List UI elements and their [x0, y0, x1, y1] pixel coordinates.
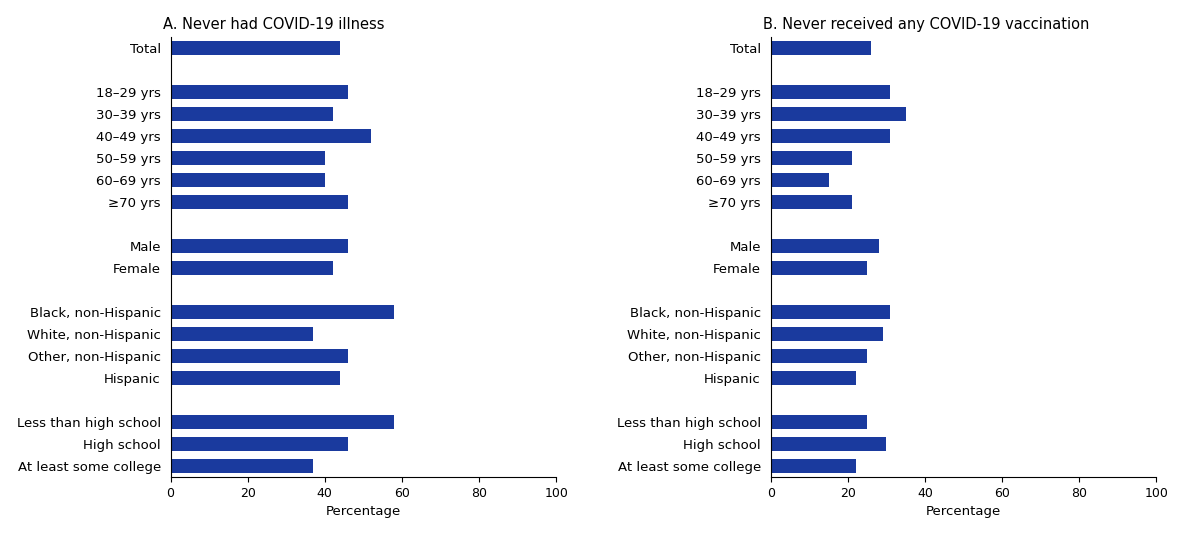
Bar	[770, 151, 852, 165]
Bar	[770, 173, 828, 187]
Bar	[770, 86, 890, 98]
Bar	[770, 108, 905, 120]
Bar	[770, 371, 856, 385]
Bar	[171, 86, 348, 98]
Bar	[770, 416, 867, 429]
Bar	[770, 305, 890, 319]
Bar	[770, 438, 886, 450]
Text: B. Never received any COVID-19 vaccination: B. Never received any COVID-19 vaccinati…	[763, 17, 1089, 32]
Bar	[171, 108, 333, 120]
Bar	[770, 460, 856, 472]
Bar	[770, 262, 867, 274]
X-axis label: Percentage: Percentage	[925, 506, 1001, 518]
Bar	[171, 262, 333, 274]
Bar	[171, 173, 325, 187]
Bar	[770, 129, 890, 143]
Bar	[171, 460, 313, 472]
Bar	[171, 438, 348, 450]
Text: A. Never had COVID-19 illness: A. Never had COVID-19 illness	[162, 17, 384, 32]
Bar	[171, 41, 340, 55]
Bar	[171, 327, 313, 341]
Bar	[171, 371, 340, 385]
Bar	[770, 327, 883, 341]
Bar	[770, 349, 867, 363]
X-axis label: Percentage: Percentage	[326, 506, 401, 518]
Bar	[171, 151, 325, 165]
Bar	[171, 240, 348, 253]
Bar	[770, 240, 878, 253]
Bar	[171, 349, 348, 363]
Bar	[171, 195, 348, 209]
Bar	[770, 195, 852, 209]
Bar	[770, 41, 871, 55]
Bar	[171, 129, 371, 143]
Bar	[171, 305, 395, 319]
Bar	[171, 416, 395, 429]
